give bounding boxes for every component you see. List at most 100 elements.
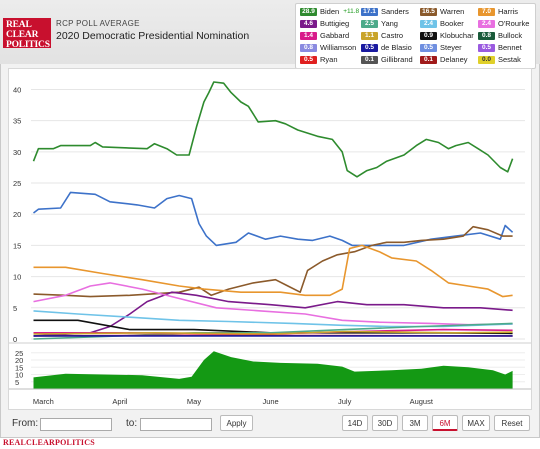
series-line-warren — [33, 225, 513, 298]
range-controls: From: to: Apply 14D 30D 3M 6M MAX Reset — [0, 410, 540, 436]
y-tick-label: 40 — [13, 85, 21, 94]
legend-name: O'Rourke — [498, 19, 530, 29]
legend-value: 2.4 — [420, 20, 437, 29]
legend-value: 17.1 — [361, 8, 378, 17]
legend-value: 4.6 — [300, 20, 317, 29]
legend-item-steyer[interactable]: 0.5 Steyer — [420, 43, 462, 53]
legend-item-harris[interactable]: 7.0 Harris — [478, 7, 518, 17]
x-tick-label: May — [187, 397, 201, 406]
legend-change: +11.8 — [343, 8, 360, 16]
from-date-input[interactable] — [40, 418, 112, 431]
legend-name: Castro — [381, 31, 404, 41]
legend-value: 28.9 — [300, 8, 317, 17]
x-tick-label: June — [262, 397, 278, 406]
series-line-harris — [33, 244, 513, 298]
legend-item-o-rourke[interactable]: 2.4 O'Rourke — [478, 19, 529, 29]
legend-name: de Blasio — [381, 43, 412, 53]
y-tick-label: 25 — [13, 179, 21, 188]
range-button-30d[interactable]: 30D — [372, 415, 398, 431]
legend-item-ryan[interactable]: 0.5 Ryan — [300, 55, 338, 65]
y-tick-label: 0 — [13, 335, 17, 344]
series-line-o-rourke — [33, 282, 513, 326]
legend-value: 0.1 — [420, 56, 437, 65]
legend-item-sestak[interactable]: 0.0 Sestak — [478, 55, 521, 65]
footer-brand: REALCLEARPOLITICS — [3, 438, 95, 447]
legend-name: Williamson — [320, 43, 357, 53]
legend-value: 1.4 — [300, 32, 317, 41]
legend-name: Steyer — [440, 43, 462, 53]
logo-line-1: REAL — [6, 20, 32, 30]
range-button-3m[interactable]: 3M — [402, 415, 428, 431]
navigator-y-tick-label: 25 — [15, 349, 23, 358]
legend-name: Delaney — [440, 55, 468, 65]
x-tick-label: April — [112, 397, 127, 406]
to-date-input[interactable] — [140, 418, 212, 431]
legend-item-de-blasio[interactable]: 0.5 de Blasio — [361, 43, 412, 53]
legend-item-buttigieg[interactable]: 4.6 Buttigieg — [300, 19, 349, 29]
legend-item-sanders[interactable]: 17.1 Sanders — [361, 7, 409, 17]
legend-item-booker[interactable]: 2.4 Booker — [420, 19, 464, 29]
legend-item-biden[interactable]: 28.9 Biden +11.8 — [300, 7, 359, 17]
series-line-sanders — [33, 191, 514, 247]
y-tick-label: 30 — [13, 148, 21, 157]
legend-value: 0.8 — [300, 44, 317, 53]
legend-item-delaney[interactable]: 0.1 Delaney — [420, 55, 468, 65]
legend-item-williamson[interactable]: 0.8 Williamson — [300, 43, 356, 53]
legend-value: 0.0 — [478, 56, 495, 65]
legend-name: Bullock — [498, 31, 523, 41]
legend-value: 2.5 — [361, 20, 378, 29]
legend-item-gillibrand[interactable]: 0.1 Gillibrand — [361, 55, 413, 65]
navigator-y-tick-label: 5 — [15, 378, 19, 387]
legend-value: 0.5 — [300, 56, 317, 65]
legend-name: Warren — [440, 7, 465, 17]
legend-name: Sanders — [381, 7, 409, 17]
logo-line-2: CLEAR — [6, 30, 39, 40]
legend-name: Booker — [440, 19, 464, 29]
legend-name: Ryan — [320, 55, 338, 65]
legend-value: 0.5 — [478, 44, 495, 53]
y-tick-label: 10 — [13, 273, 21, 282]
chart-supertitle: RCP POLL AVERAGE — [56, 19, 140, 28]
navigator-area-biden — [33, 351, 513, 389]
legend-item-warren[interactable]: 16.5 Warren — [420, 7, 464, 17]
legend-name: Gabbard — [320, 31, 350, 41]
series-line-biden — [32, 81, 514, 178]
legend-value: 0.9 — [420, 32, 437, 41]
legend-item-bennet[interactable]: 0.5 Bennet — [478, 43, 522, 53]
legend-name: Bennet — [498, 43, 522, 53]
range-button-max[interactable]: MAX — [462, 415, 490, 431]
y-tick-label: 5 — [13, 304, 17, 313]
legend-name: Klobuchar — [440, 31, 474, 41]
y-tick-label: 15 — [13, 241, 21, 250]
legend-item-bullock[interactable]: 0.8 Bullock — [478, 31, 522, 41]
from-label: From: — [12, 418, 39, 429]
legend-name: Sestak — [498, 55, 521, 65]
navigator-y-tick-label: 20 — [15, 356, 23, 365]
x-tick-label: August — [410, 397, 434, 406]
series-line-castro — [33, 330, 513, 335]
legend-value: 7.0 — [478, 8, 495, 17]
range-button-6m[interactable]: 6M — [432, 415, 458, 431]
navigator-y-tick-label: 10 — [15, 371, 23, 380]
legend-item-yang[interactable]: 2.5 Yang — [361, 19, 398, 29]
rcp-logo[interactable]: REAL CLEAR POLITICS — [3, 18, 51, 50]
legend-name: Buttigieg — [320, 19, 350, 29]
apply-button[interactable]: Apply — [220, 415, 253, 431]
y-tick-label: 20 — [13, 210, 21, 219]
legend-item-klobuchar[interactable]: 0.9 Klobuchar — [420, 31, 474, 41]
legend-name: Biden — [320, 7, 340, 17]
range-button-14d[interactable]: 14D — [342, 415, 368, 431]
legend-item-gabbard[interactable]: 1.4 Gabbard — [300, 31, 349, 41]
header-bar: REAL CLEAR POLITICS RCP POLL AVERAGE 202… — [0, 0, 540, 69]
legend-name: Yang — [381, 19, 398, 29]
x-tick-label: July — [338, 397, 352, 406]
legend-value: 0.8 — [478, 32, 495, 41]
series-line-buttigieg — [33, 291, 513, 337]
legend-value: 16.5 — [420, 8, 437, 17]
reset-button[interactable]: Reset — [494, 415, 530, 431]
chart-title: 2020 Democratic Presidential Nomination — [56, 30, 250, 42]
legend-item-castro[interactable]: 1.1 Castro — [361, 31, 403, 41]
legend-value: 0.1 — [361, 56, 378, 65]
x-tick-label: March — [33, 397, 54, 406]
